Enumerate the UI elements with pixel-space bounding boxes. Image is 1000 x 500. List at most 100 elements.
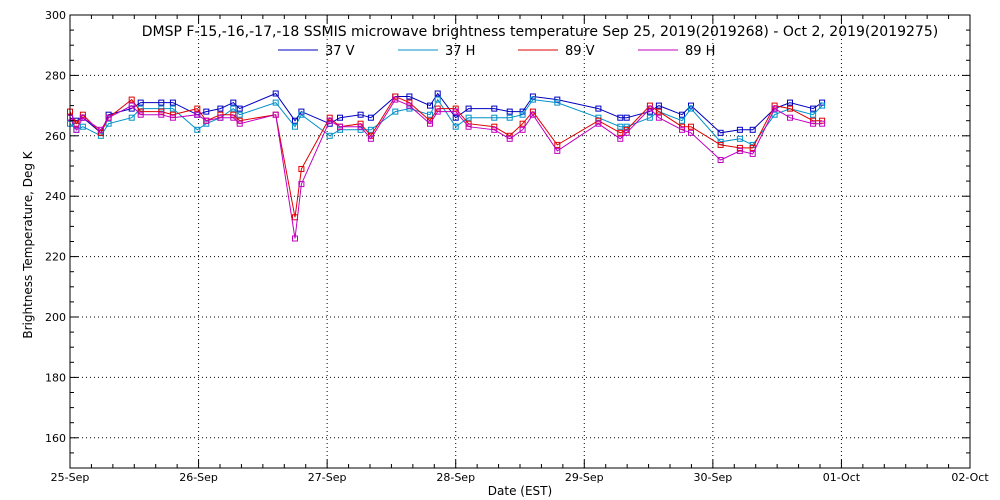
legend-item: 37 V — [278, 44, 355, 59]
data-point — [298, 111, 305, 118]
data-point — [392, 96, 399, 103]
series-89-h — [67, 96, 826, 242]
data-point — [554, 147, 561, 154]
data-point — [73, 126, 80, 133]
x-tick-label: 01-Oct — [823, 471, 861, 484]
data-point — [717, 141, 724, 148]
legend: 37 V 37 H 89 V 89 H — [278, 44, 715, 59]
data-point — [819, 102, 826, 109]
data-point — [367, 135, 374, 142]
y-tick-label: 180 — [45, 371, 66, 384]
series-layer — [67, 90, 826, 242]
data-point — [655, 102, 662, 109]
data-point — [810, 120, 817, 127]
data-point — [491, 114, 498, 121]
data-point — [434, 108, 441, 115]
data-point — [169, 114, 176, 121]
y-tick-label: 260 — [45, 130, 66, 143]
data-point — [554, 141, 561, 148]
data-point — [655, 114, 662, 121]
data-point — [272, 99, 279, 106]
data-point — [465, 123, 472, 130]
series-37-v — [67, 90, 826, 136]
data-point — [158, 111, 165, 118]
data-point — [519, 111, 526, 118]
x-tick-label: 28-Sep — [436, 471, 475, 484]
data-point — [434, 90, 441, 97]
data-point — [427, 102, 433, 109]
data-point — [465, 105, 472, 112]
series-line — [69, 92, 823, 134]
data-point — [810, 105, 817, 112]
data-point — [679, 126, 685, 133]
data-point — [128, 102, 135, 109]
data-point — [272, 90, 279, 97]
y-tick-label: 220 — [45, 251, 66, 264]
data-point — [452, 114, 459, 121]
data-point — [717, 157, 724, 163]
data-point — [646, 114, 653, 121]
data-point — [137, 111, 144, 118]
data-point — [717, 138, 724, 145]
data-point — [326, 117, 333, 124]
data-point — [679, 111, 685, 118]
data-point — [749, 150, 756, 157]
data-point — [236, 120, 243, 127]
data-point — [787, 99, 793, 106]
data-point — [392, 93, 399, 100]
data-point — [73, 120, 80, 127]
data-point — [787, 105, 793, 112]
series-line — [69, 95, 823, 218]
data-point — [406, 102, 413, 109]
data-point — [230, 99, 237, 106]
data-point — [617, 129, 624, 136]
data-point — [357, 111, 364, 118]
data-point — [406, 93, 413, 100]
data-point — [427, 111, 433, 118]
data-point — [617, 135, 624, 142]
data-point — [688, 123, 694, 130]
data-point — [158, 108, 165, 115]
data-point — [819, 120, 826, 127]
data-point — [519, 120, 526, 127]
data-point — [491, 126, 498, 133]
data-point — [230, 114, 237, 121]
data-point — [105, 114, 112, 121]
data-point — [194, 111, 201, 118]
y-tick-label: 300 — [45, 9, 66, 22]
data-point — [717, 129, 724, 136]
x-tick-label: 29-Sep — [565, 471, 604, 484]
data-point — [506, 114, 513, 121]
data-point — [158, 99, 165, 106]
data-point — [194, 126, 201, 133]
data-point — [137, 99, 144, 106]
data-point — [203, 108, 210, 115]
data-point — [617, 114, 624, 121]
x-tick-label: 26-Sep — [179, 471, 218, 484]
data-point — [771, 105, 778, 112]
data-point — [367, 114, 374, 121]
y-tick-label: 160 — [45, 432, 66, 445]
data-point — [128, 96, 135, 103]
legend-item: 37 H — [398, 44, 475, 59]
data-point — [623, 129, 630, 136]
data-point — [617, 123, 624, 130]
data-point — [79, 114, 86, 121]
data-point — [79, 123, 86, 130]
legend-label: 89 H — [685, 44, 715, 59]
data-point — [736, 135, 743, 142]
data-point — [169, 105, 176, 112]
data-point — [688, 105, 694, 112]
data-point — [529, 93, 536, 100]
data-point — [452, 123, 459, 130]
data-point — [337, 126, 343, 133]
data-point — [298, 181, 305, 188]
data-point — [529, 111, 536, 118]
data-point — [452, 108, 459, 115]
tick-layer: 25-Sep 26-Sep 27-Sep 28-Sep 29-Sep 30-Sep 01-O… — [45, 9, 989, 484]
data-point — [292, 235, 298, 242]
x-tick-label: 02-Oct — [951, 471, 989, 484]
data-point — [427, 120, 433, 127]
y-tick-label: 280 — [45, 69, 66, 82]
